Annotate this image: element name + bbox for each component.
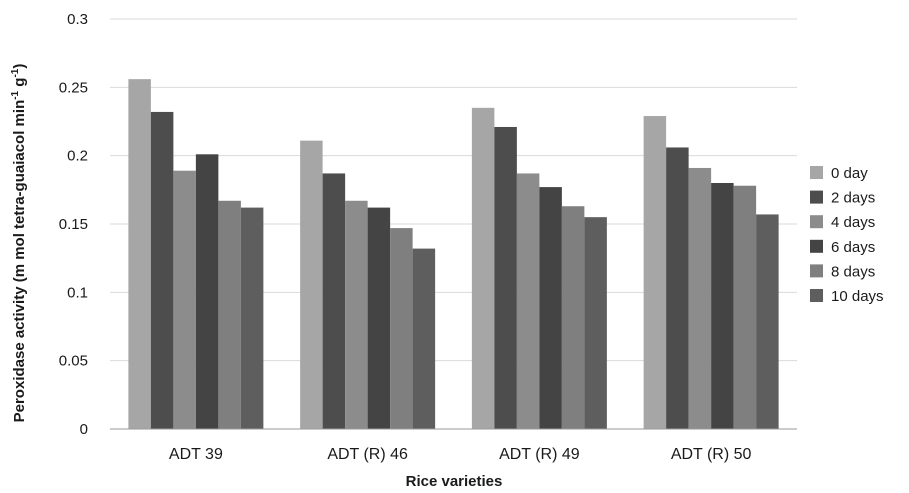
legend-swatch xyxy=(810,166,823,179)
bar xyxy=(688,167,712,429)
y-axis-title-main: Peroxidase activity (m mol tetra-guaiaco… xyxy=(11,100,28,423)
x-tick-label: ADT (R) 46 xyxy=(327,446,408,463)
y-tick-labels: 0 0.05 0.1 0.15 0.2 0.25 0.3 xyxy=(59,11,88,438)
legend-swatch xyxy=(810,215,823,229)
bar xyxy=(150,111,174,429)
y-axis-title-end: ) xyxy=(11,64,28,69)
legend-label: 4 days xyxy=(831,214,875,231)
bar xyxy=(240,207,264,429)
legend-label: 2 days xyxy=(831,190,875,207)
bar xyxy=(173,170,196,429)
x-tick-label: ADT (R) 49 xyxy=(499,446,580,463)
bar xyxy=(412,248,436,429)
bar xyxy=(390,228,413,429)
y-tick-label: 0 xyxy=(80,421,88,438)
y-tick-label: 0.3 xyxy=(67,11,88,28)
bar xyxy=(471,107,495,429)
bar xyxy=(218,200,241,429)
y-tick-label: 0.25 xyxy=(59,79,88,96)
bar xyxy=(128,79,151,429)
legend-swatch xyxy=(810,239,823,253)
y-tick-label: 0.15 xyxy=(59,216,88,233)
x-axis-title: Rice varieties xyxy=(406,473,503,490)
legend-label: 8 days xyxy=(831,263,875,280)
bar xyxy=(494,126,517,429)
y-axis-title-mid: g xyxy=(11,78,28,91)
y-axis-title-sup1: -1 xyxy=(10,90,21,99)
legend-swatch xyxy=(810,289,823,302)
bar xyxy=(711,183,734,429)
bar xyxy=(539,187,562,429)
legend-label: 0 day xyxy=(831,165,868,182)
y-tick-label: 0.1 xyxy=(67,284,88,301)
legend-label: 6 days xyxy=(831,239,875,256)
bar xyxy=(322,173,346,429)
legend-swatch xyxy=(810,190,823,204)
y-axis-title: Peroxidase activity (m mol tetra-guaiaco… xyxy=(10,64,28,423)
bar xyxy=(666,147,689,429)
bar xyxy=(733,185,757,429)
bar xyxy=(584,217,607,429)
legend-swatch xyxy=(810,264,823,278)
bar xyxy=(643,116,667,430)
x-tick-label: ADT 39 xyxy=(169,446,223,463)
bars xyxy=(128,79,779,430)
bar xyxy=(561,206,585,429)
y-tick-label: 0.05 xyxy=(59,353,88,370)
legend: 0 day 2 days 4 days 6 days 8 days 10 days xyxy=(810,165,884,305)
bar xyxy=(300,140,323,429)
bar xyxy=(195,154,219,430)
x-tick-label: ADT (R) 50 xyxy=(671,446,752,463)
x-category-labels: ADT 39 ADT (R) 46 ADT (R) 49 ADT (R) 50 xyxy=(169,446,752,463)
y-axis-title-sup2: -1 xyxy=(10,68,21,77)
bar xyxy=(756,214,779,429)
y-tick-label: 0.2 xyxy=(67,148,88,165)
legend-label: 10 days xyxy=(831,288,884,305)
bar xyxy=(345,200,368,429)
bar xyxy=(367,207,391,429)
bar xyxy=(516,173,540,429)
